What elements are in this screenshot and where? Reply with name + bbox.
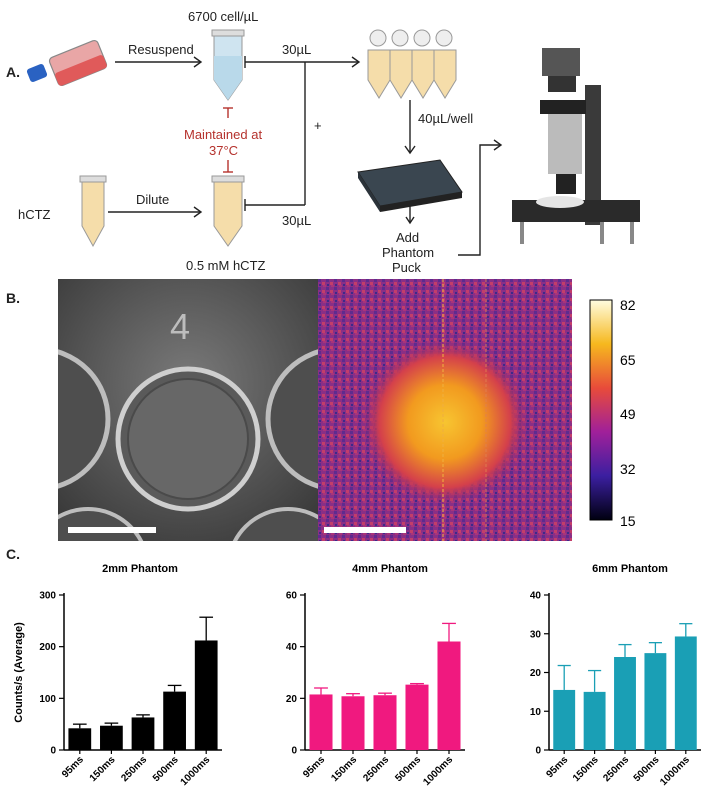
cell-tube-icon [211, 29, 245, 101]
x-tick-label: 95ms [301, 754, 327, 780]
x-tick-label: 500ms [393, 754, 423, 784]
y-tick-label: 100 [39, 694, 56, 705]
bar [309, 694, 333, 750]
x-tick-label: 95ms [544, 754, 570, 780]
cell-concentration-label: 6700 cell/µL [188, 9, 259, 24]
bar [131, 717, 155, 750]
colorbar-tick-82: 82 [620, 297, 636, 313]
y-tick-label: 20 [530, 668, 542, 679]
x-tick-label: 250ms [601, 754, 631, 784]
panel-a-letter: A. [6, 64, 20, 80]
phantom-label: Phantom [382, 245, 435, 260]
dilute-label: Dilute [136, 192, 170, 207]
x-tick-label: 250ms [361, 754, 391, 784]
volume-bottom-label: 30µL [282, 213, 312, 228]
y-tick-label: 0 [535, 746, 541, 757]
bar [194, 640, 218, 750]
bar [553, 689, 576, 750]
plus-label: + [314, 118, 322, 133]
colorbar-tick-32: 32 [620, 461, 636, 477]
volume-top-label: 30µL [282, 42, 312, 57]
y-tick-label: 20 [286, 694, 298, 705]
microscope-icon [512, 48, 640, 244]
y-tick-label: 200 [39, 642, 56, 653]
bar [341, 696, 365, 750]
bar [405, 684, 429, 750]
x-tick-label: 150ms [571, 754, 601, 784]
bar [583, 691, 606, 750]
bar [100, 725, 123, 750]
hctz-stock-tube-icon [79, 175, 107, 248]
luminescence-image [318, 279, 572, 541]
colorbar: 82 65 49 32 15 [589, 297, 636, 526]
chart-title: 4mm Phantom [352, 563, 428, 575]
hctz-concentration-label: 0.5 mM hCTZ [186, 258, 266, 273]
bar [68, 728, 92, 750]
chart-4mm-phantom: 4mm Phantom 0 20 40 60 95ms 150ms 250ms 500ms100… [286, 563, 465, 788]
panel-a-schematic [26, 29, 640, 256]
colorbar-tick-49: 49 [620, 406, 636, 422]
x-tick-label: 150ms [329, 754, 359, 784]
scale-bar-left [68, 527, 156, 533]
hctz-tube-icon [211, 175, 245, 247]
bar [163, 691, 186, 750]
y-tick-label: 10 [530, 707, 542, 718]
bar [674, 636, 697, 750]
per-well-label: 40µL/well [418, 111, 474, 126]
add-label: Add [396, 230, 420, 245]
x-tick-label: 250ms [119, 754, 149, 784]
scale-bar-right [324, 527, 406, 533]
chart-2mm-phantom: 2mm Phantom Counts/s (Average) 0 100 200 300 9… [13, 563, 222, 788]
bar [644, 653, 667, 750]
y-tick-label: 0 [50, 746, 56, 757]
y-tick-label: 40 [286, 642, 298, 653]
hctz-label: hCTZ [18, 207, 51, 222]
brightfield-image: 4 [58, 279, 318, 541]
x-tick-label: 1000ms [421, 754, 455, 788]
x-tick-label: 500ms [151, 754, 181, 784]
y-tick-label: 0 [291, 746, 297, 757]
resuspend-label: Resuspend [128, 42, 194, 57]
colorbar-tick-65: 65 [620, 352, 636, 368]
y-tick-label: 40 [530, 591, 542, 602]
chart-6mm-phantom: 6mm Phantom 0 10 20 30 40 95ms 150ms 250ms 500ms1… [530, 563, 701, 788]
temperature-label: 37°C [209, 143, 239, 158]
panel-c-letter: C. [6, 546, 20, 562]
chart-title: 6mm Phantom [592, 563, 668, 575]
x-tick-label: 95ms [60, 754, 86, 780]
x-tick-label: 1000ms [179, 754, 213, 788]
puck-label: Puck [392, 260, 421, 275]
mixture-tubes-icon [367, 29, 457, 99]
bar [437, 641, 461, 750]
x-tick-label: 1000ms [658, 754, 692, 788]
maintained-label: Maintained at [184, 127, 263, 142]
y-tick-label: 30 [530, 629, 542, 640]
y-tick-label: 60 [286, 591, 298, 602]
cell-flask-icon [26, 39, 108, 87]
bar [373, 695, 397, 750]
x-tick-label: 150ms [88, 754, 118, 784]
y-tick-label: 300 [39, 591, 56, 602]
x-tick-label: 500ms [632, 754, 662, 784]
bar [614, 657, 636, 750]
panel-b-letter: B. [6, 290, 20, 306]
chart-title: 2mm Phantom [102, 563, 178, 575]
colorbar-tick-15: 15 [620, 513, 636, 526]
y-axis-label: Counts/s (Average) [13, 622, 25, 723]
well-number-label: 4 [170, 306, 190, 347]
well-plate-icon [357, 159, 463, 212]
